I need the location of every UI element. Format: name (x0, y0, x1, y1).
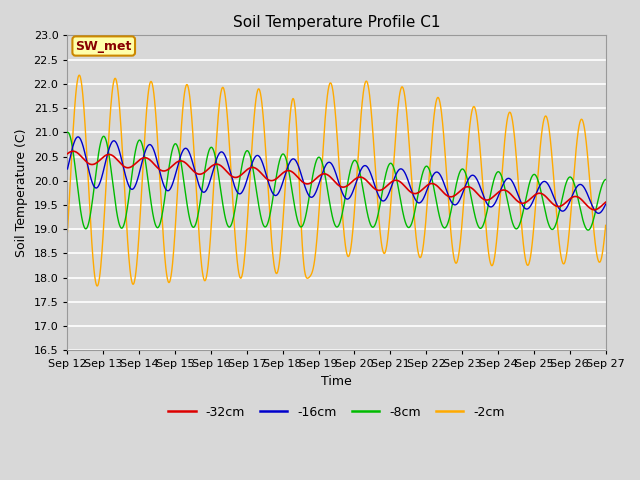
Legend: -32cm, -16cm, -8cm, -2cm: -32cm, -16cm, -8cm, -2cm (163, 401, 510, 424)
Text: SW_met: SW_met (76, 39, 132, 52)
Title: Soil Temperature Profile C1: Soil Temperature Profile C1 (233, 15, 440, 30)
Y-axis label: Soil Temperature (C): Soil Temperature (C) (15, 129, 28, 257)
X-axis label: Time: Time (321, 375, 352, 388)
